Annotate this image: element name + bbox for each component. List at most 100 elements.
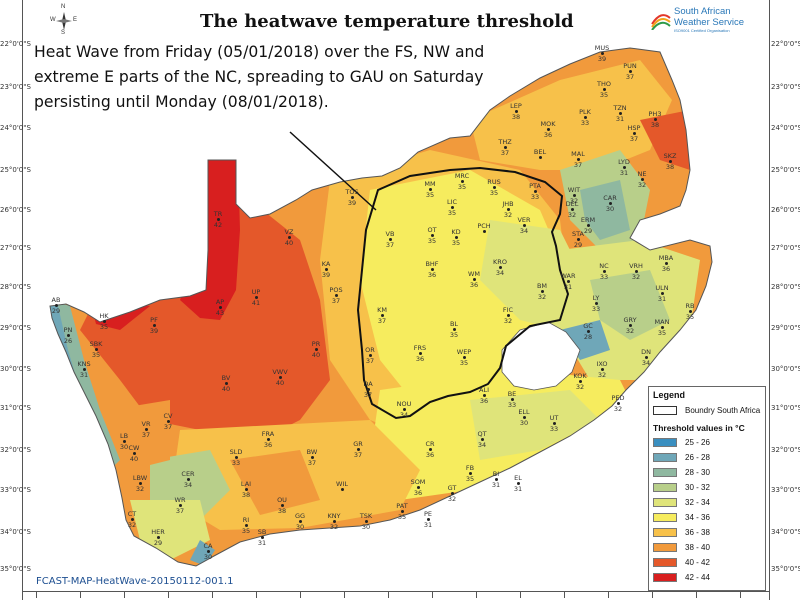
station-marker: DN 34 — [634, 348, 658, 367]
station-dot — [494, 478, 498, 481]
station-dot — [510, 398, 514, 401]
station-value: 29 — [583, 227, 593, 235]
station-code: CAR — [603, 194, 617, 202]
station-value: 39 — [347, 199, 357, 207]
station-dot — [287, 236, 291, 239]
station-value: 38 — [241, 491, 251, 499]
station-value: 41 — [251, 299, 261, 307]
station-dot — [576, 238, 580, 241]
station-marker: ULN 31 — [650, 284, 674, 303]
station-dot — [602, 88, 606, 91]
station-value: 35 — [425, 191, 435, 199]
station-dot — [668, 160, 672, 163]
legend-class-row: 25 - 26 — [653, 437, 763, 448]
legend-swatch — [653, 453, 677, 462]
station-code: OU — [277, 496, 287, 504]
station-marker: LB 30 — [112, 432, 136, 451]
station-marker: CW 40 — [122, 444, 146, 463]
station-dot — [583, 116, 587, 119]
station-marker: TR 42 — [206, 210, 230, 229]
station-code: POS — [329, 286, 343, 294]
station-dot — [400, 510, 404, 513]
station-dot — [514, 110, 518, 113]
station-code: ERM — [580, 216, 596, 224]
station-code: SOM — [410, 478, 426, 486]
legend-class-label: 25 - 26 — [685, 438, 710, 447]
station-marker: PED 32 — [606, 394, 630, 413]
legend-class-label: 42 - 44 — [685, 573, 710, 582]
lat-label: 28°0'0"S — [0, 283, 31, 291]
station-value: 35 — [599, 91, 609, 99]
station-marker: BHF 36 — [420, 260, 444, 279]
station-code: LYD — [618, 158, 630, 166]
station-value: 38 — [511, 113, 521, 121]
station-marker: RB 35 — [678, 302, 702, 321]
station-dot — [660, 326, 664, 329]
station-marker: TOS 39 — [340, 188, 364, 207]
station-value: 35 — [465, 475, 475, 483]
station-marker: OT 35 — [420, 226, 444, 245]
station-code: HER — [151, 528, 165, 536]
station-code: SLD — [229, 448, 243, 456]
station-value: 34 — [519, 227, 529, 235]
station-code: VER — [517, 216, 531, 224]
station-marker: KRO 34 — [488, 258, 512, 277]
station-dot — [102, 320, 106, 323]
station-code: CV — [163, 412, 173, 420]
station-marker: KNY 32 — [322, 512, 346, 531]
station-code: RUS — [487, 178, 501, 186]
station-code: VWV — [272, 368, 288, 376]
station-value: 37 — [353, 451, 363, 459]
station-dot — [482, 230, 486, 233]
station-marker: HER 29 — [146, 528, 170, 547]
lat-label: 34°0'0"S — [0, 528, 31, 536]
station-value: 33 — [507, 401, 517, 409]
station-value: 32 — [329, 523, 339, 531]
station-code: OT — [427, 226, 437, 234]
station-code: MOK — [540, 120, 556, 128]
station-dot — [186, 478, 190, 481]
station-code: LAI — [240, 480, 252, 488]
station-dot — [468, 472, 472, 475]
station-value: 37 — [141, 431, 151, 439]
station-dot — [578, 380, 582, 383]
legend-boundary-row: Boundry South Africa — [653, 405, 763, 416]
station-code: FRS — [413, 344, 427, 352]
station-code: MBA — [658, 254, 674, 262]
legend-swatch — [653, 468, 677, 477]
station-value: 35 — [459, 359, 469, 367]
annotation-line: Heat Wave from Friday (05/01/2018) over … — [34, 43, 485, 61]
legend-class-label: 40 - 42 — [685, 558, 710, 567]
station-value: 37 — [163, 423, 173, 431]
legend-class-label: 28 - 30 — [685, 468, 710, 477]
station-dot — [644, 356, 648, 359]
station-dot — [653, 118, 657, 121]
station-code: CT — [127, 510, 137, 518]
station-marker: BM 32 — [530, 282, 554, 301]
station-code: MM — [424, 180, 436, 188]
station-value: 29 — [573, 241, 583, 249]
station-value: 30 — [519, 419, 529, 427]
station-code: HK — [99, 312, 109, 320]
station-dot — [618, 112, 622, 115]
station-value: 31 — [615, 115, 625, 123]
station-code: KRO — [493, 258, 507, 266]
station-code: GR — [353, 440, 363, 448]
station-dot — [540, 290, 544, 293]
station-marker: RUS 35 — [482, 178, 506, 197]
legend-swatch — [653, 438, 677, 447]
station-marker: WIL — [330, 480, 354, 491]
station-value: 37 — [307, 459, 317, 467]
station-code: LEP — [510, 102, 522, 110]
lat-label: 26°0'0"S — [0, 206, 31, 214]
lat-label: 33°0'0"S — [0, 486, 31, 494]
station-marker: PAT 35 — [390, 502, 414, 521]
station-code: LBW — [132, 474, 148, 482]
station-dot — [224, 382, 228, 385]
station-marker: LAI 38 — [234, 480, 258, 499]
station-marker: BV 40 — [214, 374, 238, 393]
station-marker: VWV 40 — [268, 368, 292, 387]
station-code: BW — [306, 448, 318, 456]
station-value: 32 — [575, 383, 585, 391]
station-value: 40 — [284, 239, 294, 247]
